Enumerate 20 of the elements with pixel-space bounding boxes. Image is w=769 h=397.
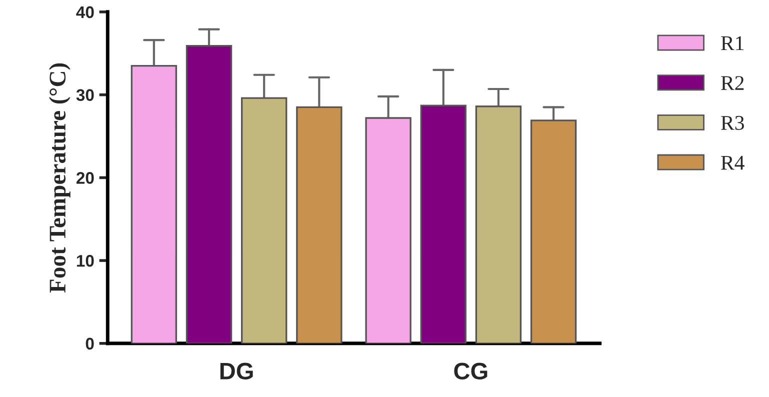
bar [365,117,412,344]
y-axis-title: Foot Temperature (°C) [48,63,70,293]
bar [420,104,466,344]
legend-label: R3 [721,116,744,130]
y-tick-label: 10 [76,254,94,267]
y-tick-label: 40 [76,6,94,18]
y-tick-label: 0 [86,338,94,350]
y-tick-label: 30 [76,89,94,102]
x-tick-label: CG [454,362,488,380]
x-tick-label: DG [220,362,253,380]
bar [186,45,232,344]
bar [240,97,288,344]
legend-label: R1 [721,36,744,50]
bar [130,64,178,344]
bar [530,120,577,344]
legend-label: R2 [721,76,744,90]
y-tick-label: 20 [76,172,94,184]
bar [296,106,342,344]
legend-label: R4 [721,156,744,170]
bar [475,106,522,344]
